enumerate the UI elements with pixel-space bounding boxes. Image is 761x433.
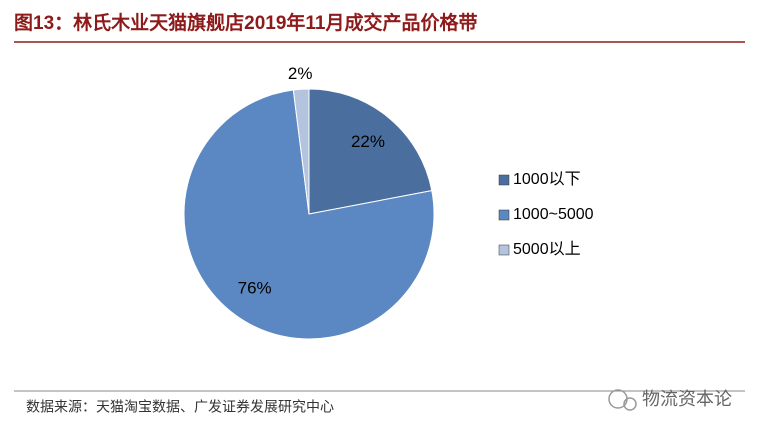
- legend-swatch: [498, 174, 510, 186]
- watermark-icon: [623, 397, 637, 411]
- source-note: 数据来源：天猫淘宝数据、广发证券发展研究中心: [26, 399, 334, 415]
- pie-slice: [183, 89, 435, 340]
- legend-swatch: [498, 209, 510, 221]
- data-label: 76%: [238, 278, 272, 297]
- pie-slice: [308, 88, 433, 215]
- legend-swatch: [498, 244, 510, 256]
- legend-label: 1000以下: [513, 171, 581, 188]
- watermark: 物流资本论: [608, 389, 732, 411]
- data-label: 22%: [351, 132, 385, 151]
- pie-slice: [292, 88, 310, 215]
- chart-title: 图13：林氏木业天猫旗舰店2019年11月成交产品价格带: [14, 11, 478, 34]
- data-label: 2%: [288, 64, 313, 83]
- watermark-text: 物流资本论: [642, 389, 732, 409]
- legend-label: 1000~5000: [513, 206, 594, 223]
- legend-label: 5000以上: [513, 240, 581, 258]
